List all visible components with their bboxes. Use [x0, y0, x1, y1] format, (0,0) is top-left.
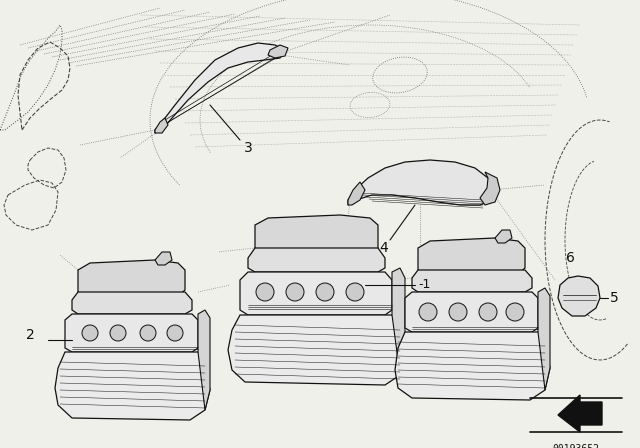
Polygon shape [65, 314, 198, 352]
Polygon shape [155, 43, 285, 133]
Polygon shape [78, 260, 185, 298]
Polygon shape [348, 160, 495, 205]
Polygon shape [55, 352, 210, 420]
Circle shape [256, 283, 274, 301]
Circle shape [110, 325, 126, 341]
Polygon shape [255, 215, 378, 258]
Polygon shape [480, 172, 500, 205]
Polygon shape [268, 45, 288, 58]
Polygon shape [240, 272, 392, 315]
Polygon shape [228, 315, 405, 385]
Circle shape [419, 303, 437, 321]
Circle shape [346, 283, 364, 301]
Circle shape [140, 325, 156, 341]
Text: 2: 2 [26, 328, 35, 342]
Text: 5: 5 [610, 291, 619, 305]
Polygon shape [418, 238, 525, 276]
Text: 00193652: 00193652 [552, 444, 600, 448]
Text: -1: -1 [418, 279, 430, 292]
Circle shape [316, 283, 334, 301]
Circle shape [167, 325, 183, 341]
Polygon shape [558, 276, 600, 316]
Polygon shape [248, 248, 385, 272]
Circle shape [506, 303, 524, 321]
Circle shape [479, 303, 497, 321]
Polygon shape [538, 288, 550, 390]
Polygon shape [405, 292, 538, 332]
Polygon shape [412, 270, 532, 292]
Polygon shape [495, 230, 512, 243]
Circle shape [82, 325, 98, 341]
Polygon shape [198, 310, 210, 410]
Text: 6: 6 [566, 251, 575, 265]
Polygon shape [155, 252, 172, 265]
Text: 4: 4 [380, 241, 388, 255]
Circle shape [286, 283, 304, 301]
Polygon shape [558, 395, 602, 432]
Text: 3: 3 [244, 141, 252, 155]
Polygon shape [395, 332, 550, 400]
Polygon shape [72, 292, 192, 314]
Circle shape [449, 303, 467, 321]
Polygon shape [155, 118, 168, 133]
Polygon shape [392, 268, 405, 375]
Polygon shape [348, 182, 365, 205]
